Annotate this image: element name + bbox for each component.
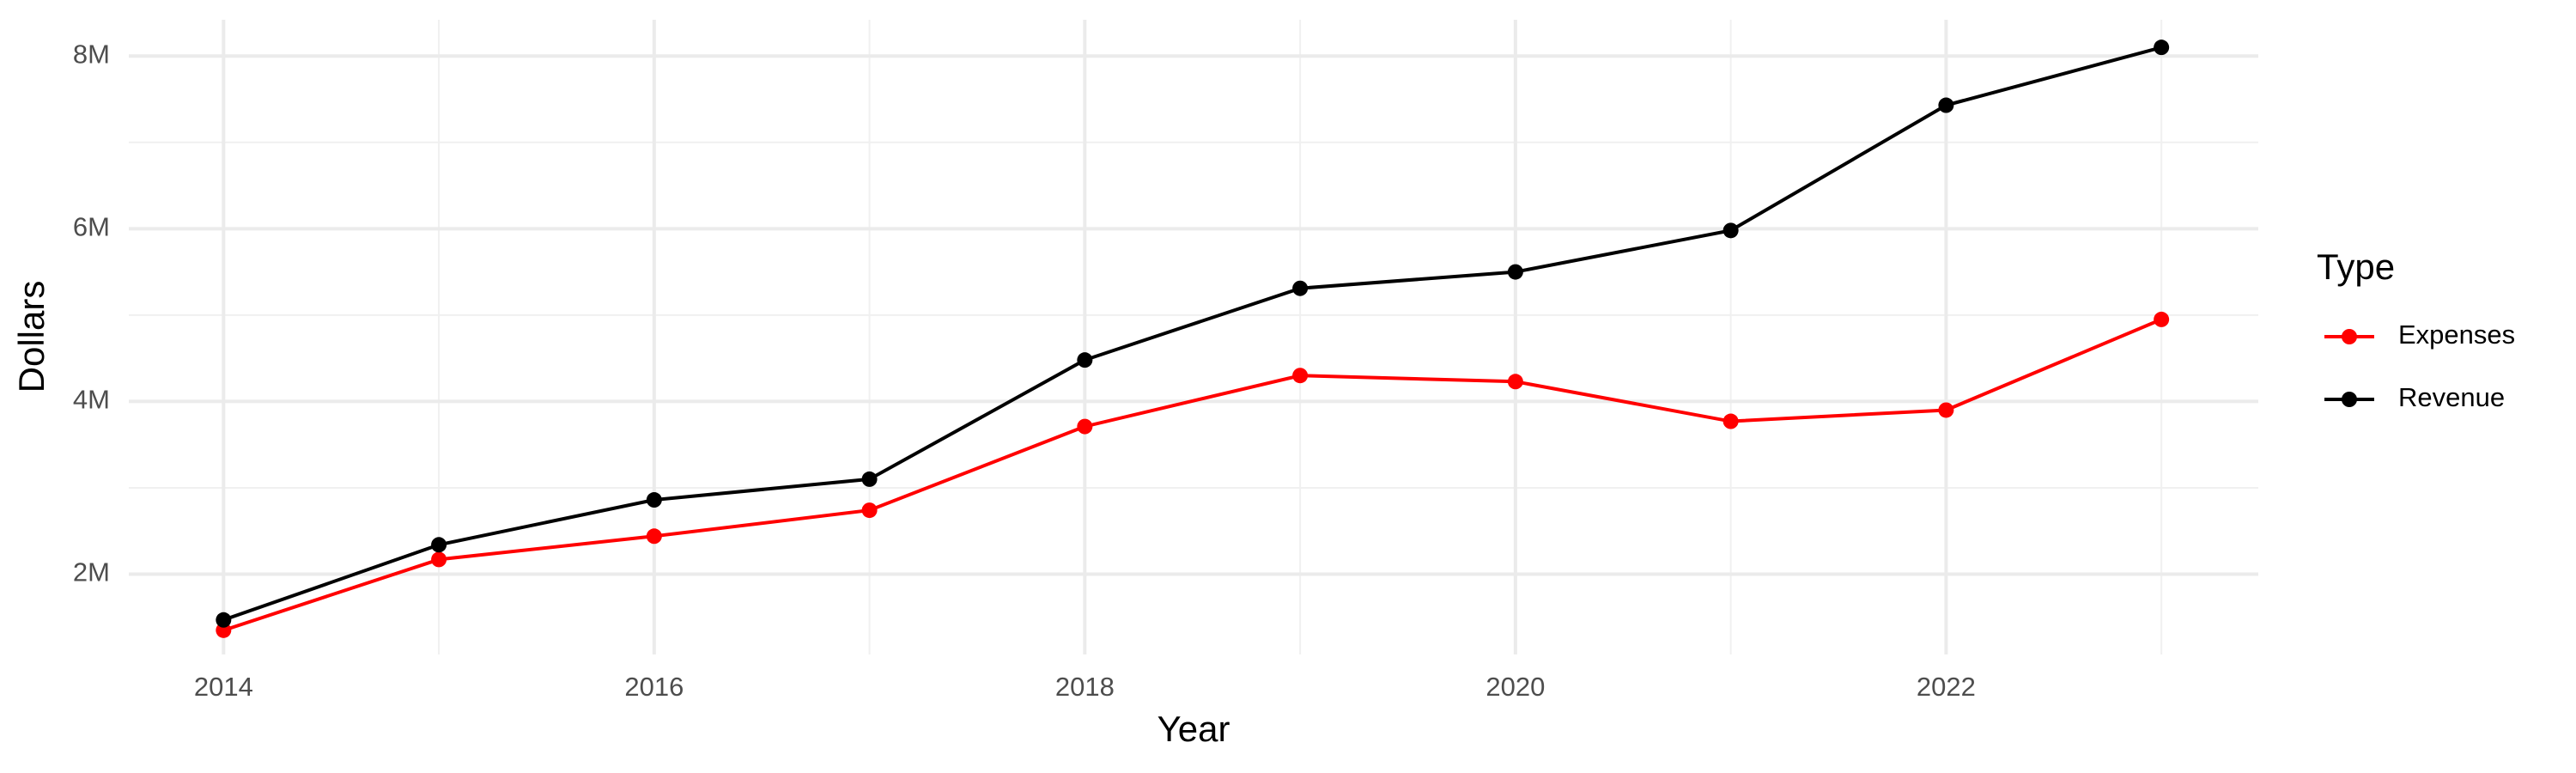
legend-key	[2342, 392, 2357, 407]
legend-label: Expenses	[2398, 320, 2515, 350]
data-point	[1077, 352, 1093, 368]
data-point	[1292, 368, 1309, 384]
legend-title: Type	[2317, 247, 2395, 287]
data-point	[2154, 40, 2170, 56]
data-point	[1722, 413, 1739, 429]
data-point	[1507, 264, 1523, 280]
x-tick-label: 2016	[624, 672, 683, 702]
y-tick-label: 4M	[73, 385, 110, 415]
data-point	[431, 551, 447, 568]
data-point	[861, 471, 878, 487]
legend-key	[2342, 329, 2357, 344]
y-axis-title: Dollars	[11, 281, 52, 393]
data-point	[1077, 418, 1093, 435]
data-point	[431, 537, 447, 553]
x-tick-label: 2018	[1055, 672, 1115, 702]
x-axis-title: Year	[1157, 709, 1230, 749]
series-line	[222, 318, 2162, 632]
data-point	[1507, 374, 1523, 390]
x-tick-label: 2020	[1485, 672, 1545, 702]
y-tick-label: 2M	[73, 557, 110, 587]
data-point	[1292, 280, 1309, 296]
data-point	[861, 502, 878, 519]
data-point	[2154, 311, 2170, 327]
data-point	[216, 612, 232, 628]
data-point	[1938, 97, 1954, 113]
data-point	[1938, 402, 1954, 418]
data-point	[646, 528, 662, 545]
y-tick-label: 6M	[73, 212, 110, 242]
x-tick-label: 2014	[194, 672, 253, 702]
x-tick-label: 2022	[1917, 672, 1976, 702]
legend-label: Revenue	[2398, 382, 2505, 412]
y-tick-label: 8M	[73, 39, 110, 69]
data-point	[646, 492, 662, 508]
series-line	[222, 46, 2162, 622]
data-point	[1722, 222, 1739, 239]
